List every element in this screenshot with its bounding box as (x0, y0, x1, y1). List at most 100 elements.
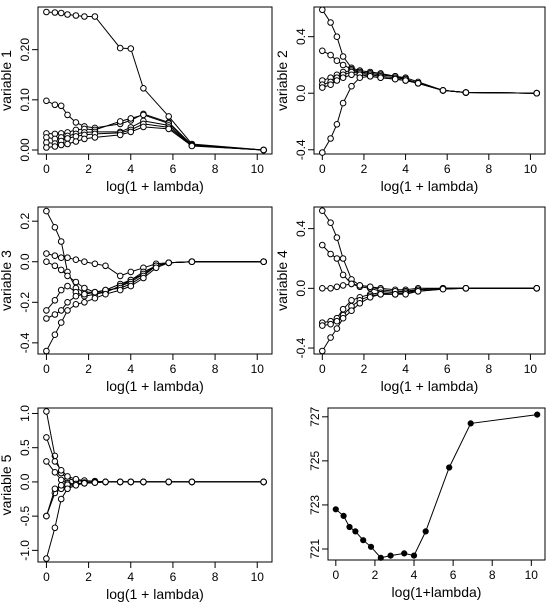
data-point (140, 274, 147, 282)
data-point (72, 301, 80, 308)
data-point (367, 543, 375, 550)
x-tick-label: 2 (361, 162, 368, 176)
x-tick-label: 6 (444, 362, 451, 376)
data-point (57, 9, 65, 17)
x-tick-label: 6 (450, 568, 457, 582)
y-tick-label: 0.20 (18, 38, 32, 62)
data-point (81, 299, 88, 306)
data-point (339, 255, 347, 262)
series-line (321, 244, 537, 294)
data-point (51, 9, 59, 16)
plot-frame (37, 407, 273, 563)
series-line (45, 210, 264, 293)
data-point (356, 300, 364, 307)
data-point (366, 283, 374, 291)
data-point (439, 285, 447, 293)
series-line (46, 114, 264, 151)
series-2 (43, 434, 267, 486)
y-tick-label: 721 (308, 539, 322, 559)
data-point (188, 258, 196, 266)
data-point (327, 219, 334, 226)
x-tick-label: 10 (251, 162, 265, 176)
data-point (327, 320, 334, 328)
data-point (81, 480, 88, 487)
series-6 (43, 123, 267, 154)
data-point (91, 288, 99, 296)
data-point (327, 51, 334, 59)
data-point (462, 89, 470, 96)
series-line (45, 481, 264, 517)
data-point (360, 537, 367, 544)
series-line (45, 481, 264, 517)
data-point (327, 334, 334, 341)
data-point (57, 476, 65, 484)
data-point (64, 282, 71, 290)
data-point (43, 434, 50, 441)
x-tick-label: 6 (170, 570, 177, 584)
x-tick-label: 2 (85, 570, 92, 584)
series-6 (43, 258, 267, 355)
y-axis-label: variable 3 (0, 250, 14, 311)
x-tick-label: 2 (85, 362, 92, 376)
y-tick-label: 727 (308, 406, 322, 426)
series-6 (319, 285, 541, 355)
x-tick-label: 0 (43, 570, 50, 584)
data-point (57, 254, 65, 262)
series-2 (319, 241, 541, 297)
data-point (43, 144, 50, 151)
y-axis-label: variable 1 (0, 50, 14, 111)
x-tick-label: 6 (170, 162, 177, 176)
data-point (319, 322, 326, 329)
x-tick-label: 4 (402, 362, 409, 376)
series-line (322, 74, 537, 94)
x-tick-label: 2 (361, 362, 368, 376)
data-point (72, 138, 80, 145)
plot-frame (313, 6, 546, 155)
series-line (321, 9, 537, 94)
data-point (72, 256, 80, 264)
data-point (116, 272, 124, 280)
y-tick-label: 0.0 (294, 280, 308, 297)
data-point (339, 305, 347, 313)
data-point (462, 285, 470, 292)
y-tick-label: -0.4 (294, 337, 308, 358)
data-point (467, 420, 474, 427)
data-point (188, 142, 196, 150)
data-point (51, 524, 59, 532)
data-point (333, 77, 341, 84)
data-point (333, 121, 341, 128)
y-tick-label: -0.4 (294, 139, 308, 160)
series-line (45, 411, 264, 483)
data-point (43, 458, 50, 465)
x-tick-label: 8 (485, 362, 492, 376)
data-point (127, 45, 135, 52)
y-tick-label: -0.5 (18, 505, 32, 526)
x-tick-label: 10 (251, 362, 265, 376)
series-1 (332, 411, 541, 561)
data-point (64, 473, 71, 480)
y-tick-label: 0.2 (18, 213, 32, 230)
x-tick-label: 0 (332, 568, 339, 582)
data-point (51, 262, 59, 270)
y-tick-label: 0.4 (294, 28, 308, 45)
y-tick-label: 0.5 (18, 439, 32, 456)
data-point (81, 13, 88, 20)
x-tick-label: 0 (319, 162, 326, 176)
series-line (321, 287, 537, 352)
data-point (43, 315, 50, 322)
data-point (51, 101, 59, 109)
data-point (333, 317, 341, 325)
data-point (91, 294, 99, 302)
data-point (51, 252, 59, 259)
data-point (402, 291, 409, 298)
x-tick-label: 4 (411, 568, 418, 582)
data-point (339, 314, 347, 322)
data-point (43, 258, 50, 266)
series-line (45, 261, 264, 352)
data-point (64, 140, 71, 148)
y-tick-label: 0.0 (294, 85, 308, 102)
data-point (401, 550, 408, 557)
plot-frame (37, 206, 273, 355)
data-point (414, 288, 422, 295)
series-6 (319, 73, 541, 156)
